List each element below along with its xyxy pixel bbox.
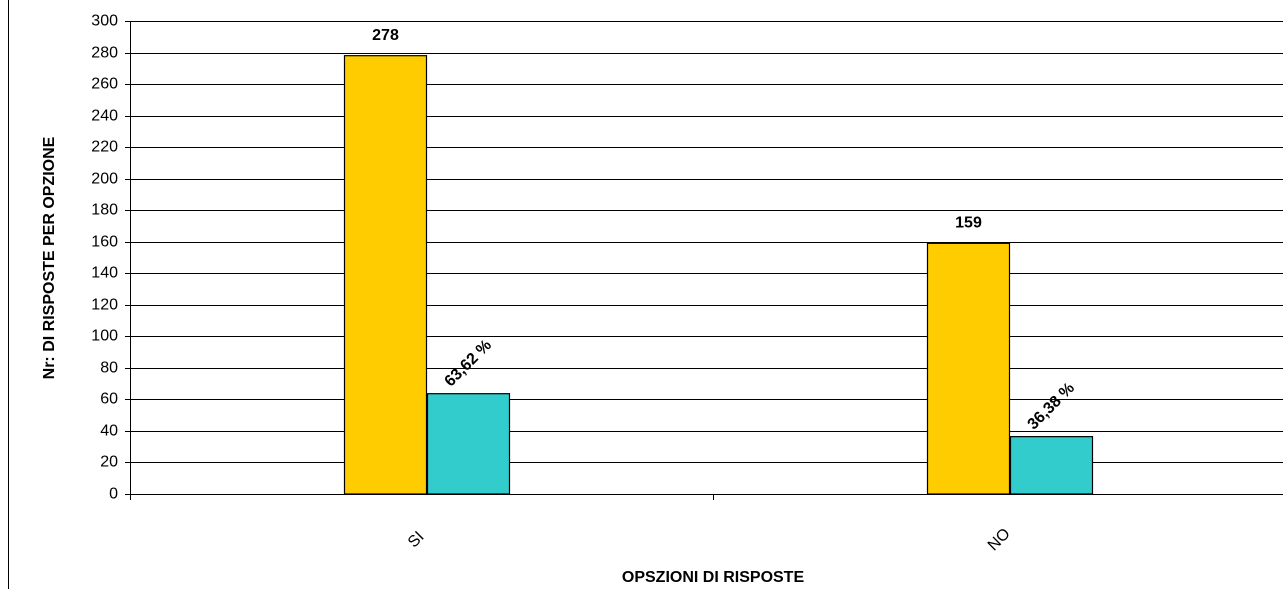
y-tick-label: 200 — [91, 171, 118, 188]
y-axis-title: Nr: DI RISPOSTE PER OPZIONE — [41, 136, 58, 379]
y-tick-label: 220 — [91, 139, 118, 156]
y-tick-label: 40 — [100, 423, 118, 440]
y-tick-label: 300 — [91, 13, 118, 30]
y-tick-label: 280 — [91, 45, 118, 62]
x-tick-label: SI — [405, 528, 428, 551]
data-label: 36,38 % — [1025, 380, 1079, 434]
bar — [1009, 436, 1094, 495]
x-tick-label: NO — [985, 525, 1014, 554]
y-tick-label: 20 — [100, 454, 118, 471]
y-tick-label: 100 — [91, 328, 118, 345]
data-label: 63,62 % — [442, 337, 496, 391]
data-label: 278 — [372, 27, 399, 44]
data-label: 159 — [955, 215, 982, 232]
bar — [426, 393, 511, 495]
x-axis-title: OPSZIONI DI RISPOSTE — [622, 569, 805, 586]
y-tick-label: 180 — [91, 202, 118, 219]
y-tick-label: 140 — [91, 265, 118, 282]
y-tick-label: 240 — [91, 108, 118, 125]
bar — [343, 55, 428, 495]
y-tick-label: 260 — [91, 76, 118, 93]
y-tick-label: 0 — [109, 486, 118, 503]
y-tick-label: 60 — [100, 391, 118, 408]
bar — [926, 242, 1011, 495]
y-tick-label: 80 — [100, 360, 118, 377]
y-tick-label: 120 — [91, 297, 118, 314]
y-tick-label: 160 — [91, 234, 118, 251]
